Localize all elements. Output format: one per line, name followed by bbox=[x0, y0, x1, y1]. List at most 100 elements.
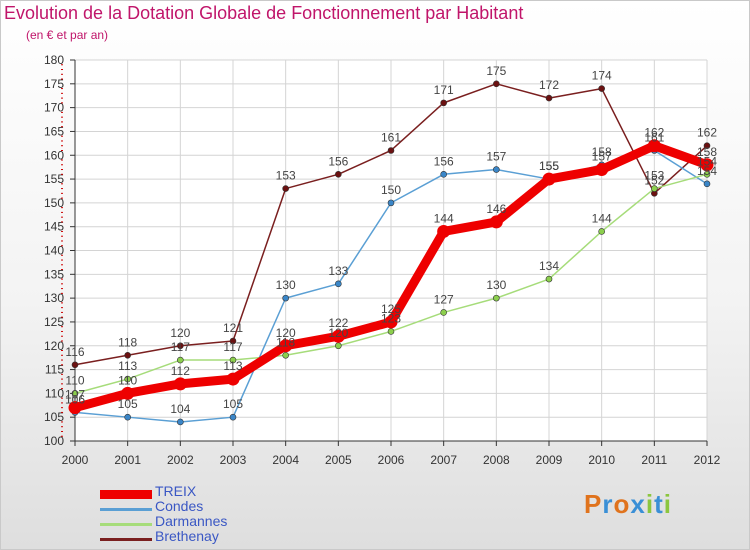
data-label-darmannes: 153 bbox=[644, 169, 664, 183]
data-label-brethenay: 120 bbox=[170, 326, 190, 340]
data-point-darmannes bbox=[282, 351, 289, 359]
data-point-darmannes bbox=[598, 228, 605, 235]
data-point-darmannes bbox=[545, 275, 553, 283]
y-tick-label: 105 bbox=[44, 410, 64, 424]
data-point-brethenay bbox=[598, 85, 605, 92]
legend-swatch-darmannes bbox=[100, 522, 152, 526]
data-point-treix bbox=[279, 339, 293, 353]
data-label-condes: 156 bbox=[434, 154, 454, 168]
x-tick-label: 2011 bbox=[641, 453, 667, 467]
y-tick-label: 145 bbox=[44, 220, 64, 234]
data-point-treix bbox=[68, 401, 82, 415]
axes: 1001051101151201251301351401451501551601… bbox=[44, 53, 721, 467]
data-point-darmannes bbox=[440, 309, 447, 316]
data-point-darmannes bbox=[703, 171, 711, 178]
data-point-brethenay bbox=[177, 342, 184, 350]
data-label-treix: 107 bbox=[65, 388, 85, 402]
legend-item-darmannes[interactable]: Darmannes bbox=[100, 514, 300, 531]
data-point-treix bbox=[331, 329, 345, 343]
legend-item-treix[interactable]: TREIX bbox=[100, 483, 300, 501]
data-label-condes: 155 bbox=[539, 159, 559, 173]
data-label-darmannes: 154 bbox=[697, 154, 717, 168]
data-label-brethenay: 172 bbox=[539, 78, 559, 92]
data-label-condes: 154 bbox=[697, 164, 717, 178]
data-point-brethenay bbox=[703, 142, 711, 150]
y-tick-label: 170 bbox=[44, 101, 64, 115]
data-point-treix bbox=[121, 386, 135, 400]
logo-letter: P bbox=[584, 489, 603, 519]
x-tick-label: 2001 bbox=[114, 453, 141, 467]
data-label-condes: 161 bbox=[644, 130, 664, 144]
x-tick-label: 2008 bbox=[483, 453, 510, 467]
data-point-condes bbox=[177, 418, 184, 426]
data-label-treix: 122 bbox=[328, 316, 348, 330]
data-point-brethenay bbox=[335, 171, 342, 178]
data-label-brethenay: 153 bbox=[276, 169, 296, 183]
data-label-darmannes: 134 bbox=[539, 259, 559, 273]
data-label-treix: 112 bbox=[171, 364, 190, 378]
x-tick-label: 2006 bbox=[378, 453, 405, 467]
y-tick-label: 130 bbox=[44, 291, 64, 305]
data-label-darmannes: 117 bbox=[223, 340, 242, 354]
x-tick-label: 2012 bbox=[694, 453, 721, 467]
y-tick-label: 100 bbox=[44, 434, 64, 448]
legend-item-brethenay[interactable]: Brethenay bbox=[100, 529, 300, 546]
data-point-condes bbox=[335, 280, 342, 288]
data-point-treix bbox=[647, 139, 661, 153]
data-label-darmannes: 144 bbox=[592, 211, 612, 225]
data-label-treix: 110 bbox=[118, 373, 137, 387]
y-tick-label: 155 bbox=[44, 172, 64, 186]
legend-label-treix: TREIX bbox=[155, 483, 197, 499]
data-point-condes bbox=[703, 180, 711, 188]
data-label-brethenay: 152 bbox=[644, 173, 664, 187]
data-label-treix: 146 bbox=[486, 202, 506, 216]
y-tick-label: 165 bbox=[44, 124, 64, 138]
x-tick-label: 2010 bbox=[588, 453, 615, 467]
data-label-condes: 105 bbox=[118, 397, 138, 411]
logo-letter: x bbox=[630, 489, 646, 519]
data-point-darmannes bbox=[177, 356, 184, 364]
data-label-treix: 144 bbox=[434, 211, 454, 225]
data-point-treix bbox=[595, 163, 609, 177]
data-point-brethenay bbox=[71, 361, 79, 369]
data-point-treix bbox=[489, 215, 503, 229]
y-tick-label: 135 bbox=[44, 267, 64, 281]
data-point-brethenay bbox=[493, 80, 500, 88]
data-label-condes: 150 bbox=[381, 183, 401, 197]
legend-label-condes: Condes bbox=[155, 498, 204, 514]
y-tick-label: 175 bbox=[44, 77, 64, 91]
legend: TREIX Condes Darmannes Brethenay bbox=[100, 483, 300, 546]
chart-title: Evolution de la Dotation Globale de Fonc… bbox=[4, 3, 524, 23]
x-tick-label: 2003 bbox=[220, 453, 247, 467]
x-tick-label: 2009 bbox=[536, 453, 563, 467]
data-point-treix bbox=[437, 224, 451, 238]
data-point-darmannes bbox=[71, 390, 79, 397]
data-label-condes: 157 bbox=[486, 150, 506, 164]
data-point-condes bbox=[493, 166, 500, 173]
y-tick-label: 115 bbox=[45, 363, 64, 377]
data-point-condes bbox=[282, 294, 289, 302]
data-point-darmannes bbox=[651, 185, 658, 192]
data-label-brethenay: 121 bbox=[223, 321, 243, 335]
legend-item-condes[interactable]: Condes bbox=[100, 498, 300, 516]
logo-letter: r bbox=[602, 489, 614, 519]
data-label-darmannes: 130 bbox=[486, 278, 506, 292]
data-label-darmannes: 117 bbox=[171, 340, 190, 354]
data-label-condes: 130 bbox=[276, 278, 296, 292]
y-tick-label: 110 bbox=[45, 386, 64, 400]
data-label-darmannes: 113 bbox=[118, 359, 137, 373]
data-label-darmannes: 127 bbox=[434, 292, 454, 306]
data-label-condes: 106 bbox=[65, 392, 85, 406]
data-label-brethenay: 156 bbox=[328, 154, 348, 168]
data-label-treix: 158 bbox=[697, 145, 717, 159]
y-tick-label: 125 bbox=[44, 315, 64, 329]
chart-subtitle: (en € et par an) bbox=[26, 28, 109, 42]
data-label-condes: 105 bbox=[223, 397, 243, 411]
data-point-treix bbox=[173, 377, 187, 391]
legend-swatch-treix bbox=[100, 489, 152, 499]
data-point-darmannes bbox=[387, 328, 395, 335]
x-tick-label: 2005 bbox=[325, 453, 352, 467]
data-point-condes bbox=[229, 413, 237, 421]
data-point-darmannes bbox=[229, 356, 237, 364]
